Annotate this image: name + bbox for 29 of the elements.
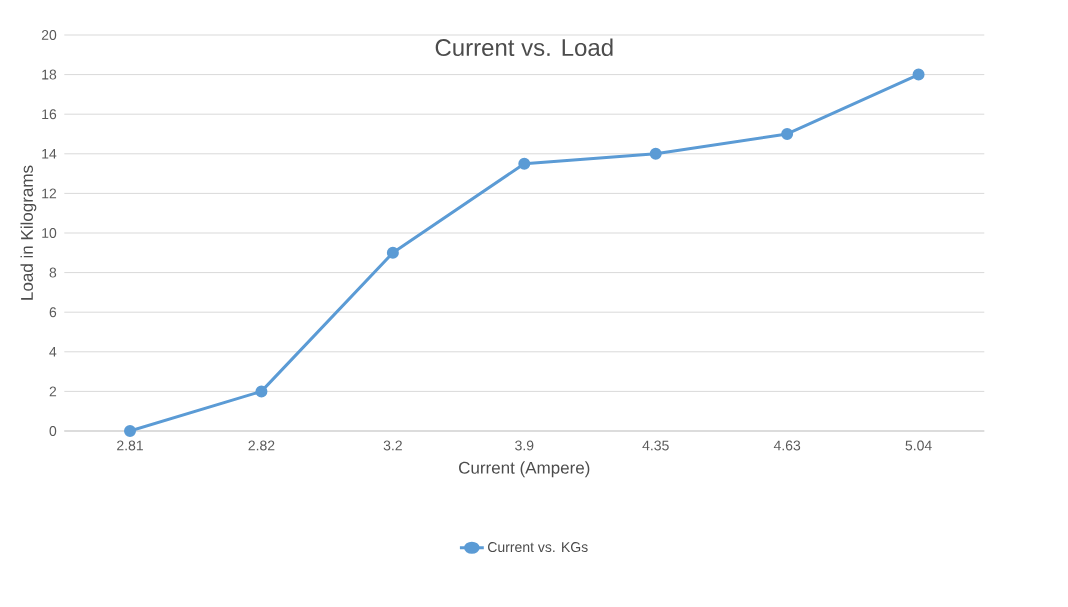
x-tick-label: 4.63 (773, 440, 801, 451)
chart-title: Current vs. Load (435, 38, 613, 57)
x-tick-label: 5.04 (905, 440, 932, 451)
x-axis-title: Current (Ampere) (459, 461, 590, 478)
y-tick-label: 6 (49, 307, 57, 318)
y-tick-label: 20 (41, 30, 57, 40)
legend-label: Current vs. KGs (488, 542, 588, 553)
point (518, 157, 531, 170)
x-tick-label: 3.9 (515, 440, 534, 451)
y-tick-label: 10 (42, 228, 57, 238)
y-tick-label: 0 (49, 426, 57, 436)
y-tick-label: 18 (42, 69, 57, 80)
point (386, 246, 399, 259)
point (649, 147, 662, 160)
x-tick-label: 2.81 (117, 440, 143, 451)
y-tick-label: 12 (42, 188, 57, 199)
y-tick-label: 14 (42, 148, 57, 159)
point (781, 127, 794, 140)
point (124, 424, 137, 437)
y-tick-label: 8 (49, 267, 57, 278)
y-tick-label: 16 (42, 109, 57, 120)
y-tick-label: 2 (49, 386, 57, 397)
point (912, 68, 925, 81)
y-tick-label: 4 (49, 346, 57, 357)
x-tick-label: 2.82 (248, 440, 275, 451)
x-tick-label: 3.2 (383, 440, 402, 451)
y-axis-title: Load in Kilograms (20, 165, 37, 300)
x-tick-label: 4.35 (642, 440, 669, 451)
point (255, 385, 268, 398)
